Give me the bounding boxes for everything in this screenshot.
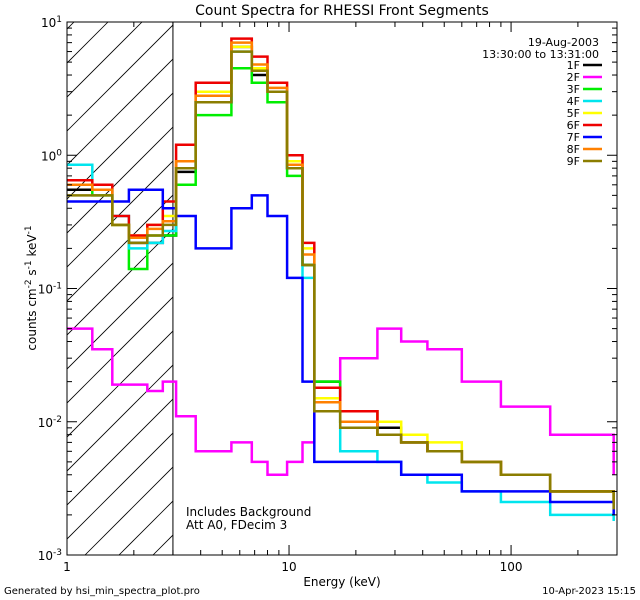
hatch-line (67, 398, 173, 506)
hatch-line (67, 194, 173, 302)
hatch-line (67, 228, 173, 336)
time-range-label: 13:30:00 to 13:31:00 (482, 48, 599, 61)
legend-label-4F: 4F (567, 95, 580, 108)
annotation-attenuator: Att A0, FDecim 3 (186, 518, 287, 532)
series-lines (67, 37, 615, 521)
y-tick-label: 10-2 (38, 415, 62, 430)
hatch-line (67, 262, 173, 370)
legend-label-9F: 9F (567, 155, 580, 168)
y-label-unit-counts: counts cm (25, 288, 39, 350)
y-label-exp-s: -1 (24, 260, 34, 269)
x-tick-label: 1 (63, 560, 71, 574)
y-axis-label: counts cm-2 s-1 keV-1 (24, 225, 39, 350)
hatch-line (67, 24, 173, 132)
legend-label-2F: 2F (567, 71, 580, 84)
hatch-line (67, 432, 173, 540)
y-label-unit-kev: keV (25, 234, 39, 261)
series-line-7F (67, 188, 615, 515)
series-line-9F (67, 50, 615, 510)
y-label-unit-s: s (25, 269, 39, 279)
y-label-exp-cm: -2 (24, 279, 34, 288)
legend-label-3F: 3F (567, 83, 580, 96)
date-label: 19-Aug-2003 (528, 36, 599, 49)
axis-ticks (66, 21, 618, 556)
legend-label-1F: 1F (567, 59, 580, 72)
series-line-4F (67, 50, 615, 521)
y-tick-label: 101 (41, 15, 62, 30)
annotation-background: Includes Background (186, 505, 311, 519)
y-tick-labels: 101 100 10-1 10-2 10-3 (38, 15, 63, 563)
hatch-line (67, 364, 173, 472)
y-tick-label: 10-3 (38, 548, 62, 563)
legend-label-5F: 5F (567, 107, 580, 120)
y-tick-label: 100 (41, 148, 62, 163)
series-line-2F (67, 327, 615, 477)
legend-label-6F: 6F (567, 119, 580, 132)
x-tick-labels: 1 10 100 (63, 560, 522, 574)
footer-timestamp: 10-Apr-2023 15:15 (542, 586, 636, 597)
legend-label-8F: 8F (567, 143, 580, 156)
hatch-line (67, 58, 173, 166)
chart-title: Count Spectra for RHESSI Front Segments (195, 3, 489, 19)
x-axis-label: Energy (keV) (303, 575, 380, 589)
x-tick-label: 10 (281, 560, 296, 574)
hatched-region (67, 22, 173, 555)
legend-label-7F: 7F (567, 131, 580, 144)
x-tick-label: 100 (500, 560, 523, 574)
hatch-line (67, 92, 173, 200)
y-tick-label: 10-1 (38, 282, 62, 297)
y-label-exp-kev: -1 (24, 225, 34, 234)
footer-generated-by: Generated by hsi_min_spectra_plot.pro (4, 586, 200, 597)
